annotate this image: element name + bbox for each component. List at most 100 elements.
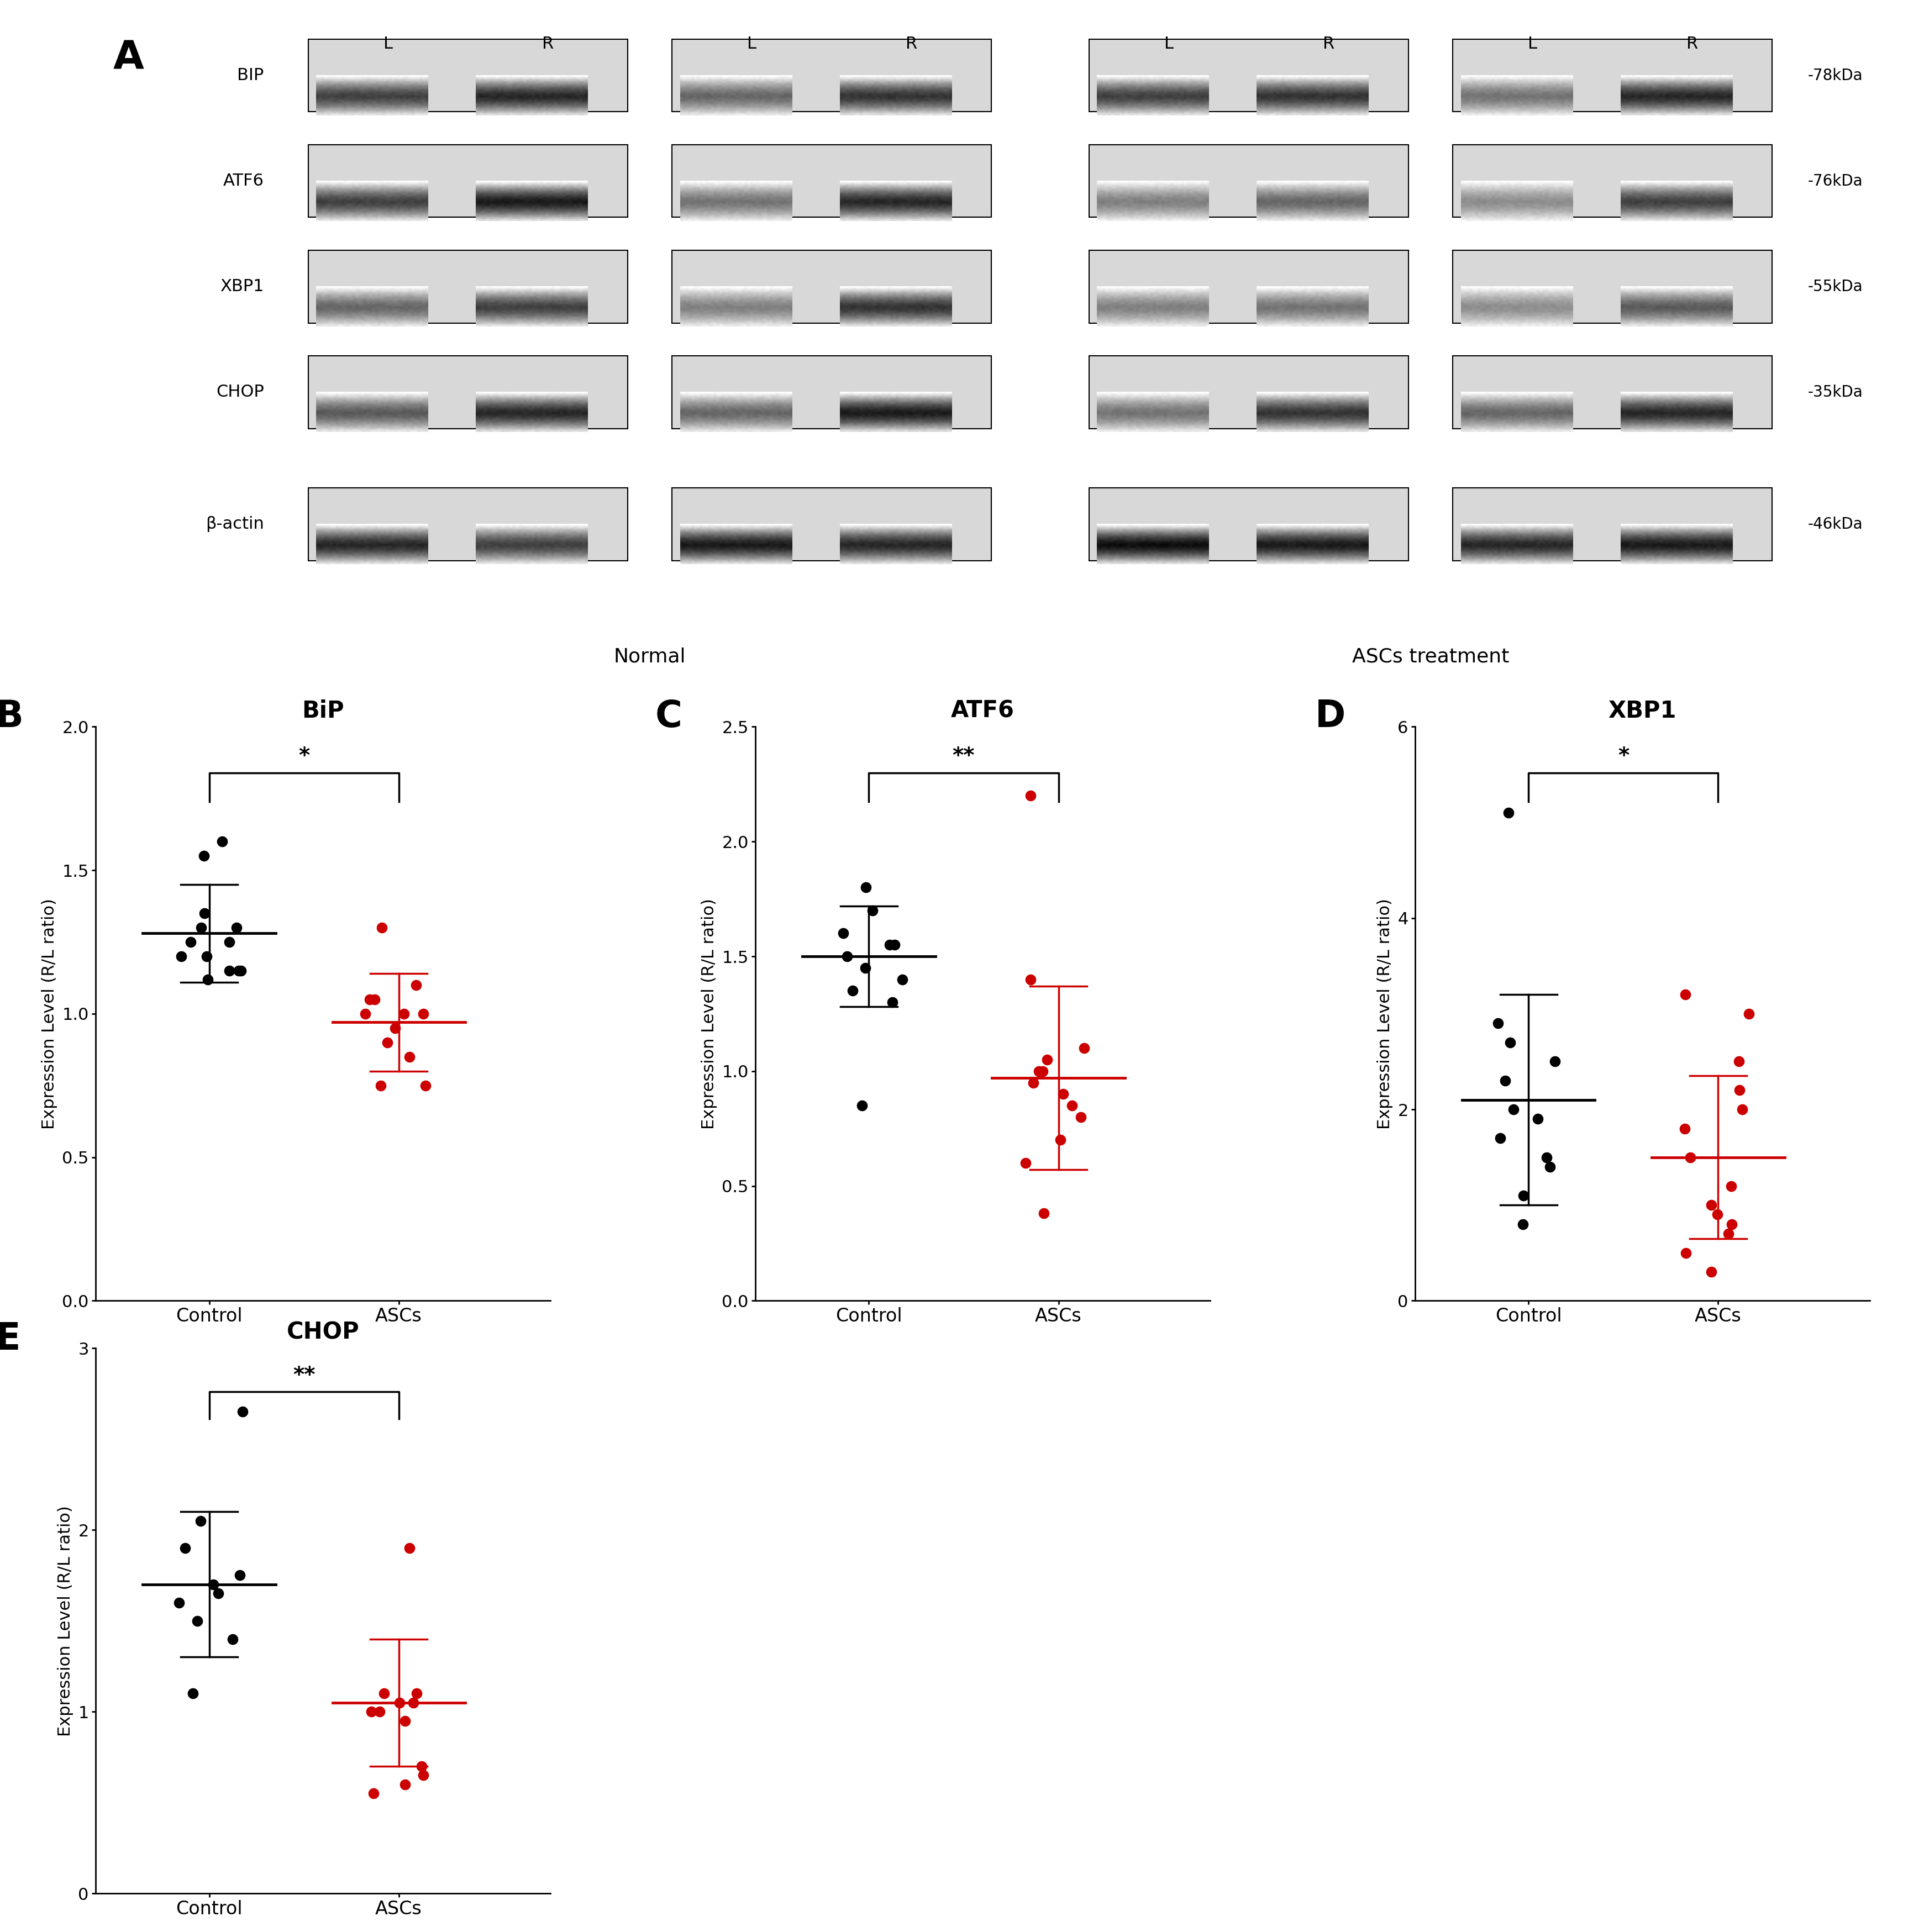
Point: [1032, 1043, 1063, 1074]
Text: R: R: [542, 37, 553, 52]
Point: [193, 964, 223, 995]
Text: L: L: [748, 37, 757, 52]
Point: [832, 941, 862, 972]
Point: [395, 1041, 425, 1072]
Point: [1671, 1236, 1702, 1267]
Point: [221, 912, 252, 943]
Text: -46kDa: -46kDa: [1807, 516, 1862, 531]
Point: [1715, 1171, 1746, 1202]
Text: -76kDa: -76kDa: [1807, 174, 1862, 189]
Point: [1490, 1065, 1521, 1095]
Bar: [1089, 251, 1408, 323]
Text: -78kDa: -78kDa: [1807, 68, 1862, 83]
Point: [191, 941, 221, 972]
Text: A: A: [113, 39, 143, 77]
Point: [176, 927, 206, 958]
Point: [223, 954, 254, 985]
Point: [1523, 1103, 1553, 1134]
Bar: [1452, 489, 1773, 560]
Point: [1725, 1074, 1755, 1105]
Text: CHOP: CHOP: [216, 384, 263, 400]
Point: [1507, 1180, 1538, 1211]
Text: Normal: Normal: [614, 647, 687, 667]
Point: [1713, 1219, 1744, 1250]
Point: [1494, 798, 1524, 829]
Point: [1670, 1113, 1700, 1144]
Point: [359, 983, 389, 1014]
Text: R: R: [1687, 37, 1698, 52]
Point: [395, 1532, 425, 1563]
Point: [170, 1532, 200, 1563]
Point: [1725, 1045, 1755, 1076]
Point: [389, 1706, 420, 1737]
Point: [849, 952, 880, 983]
Point: [874, 929, 904, 960]
Bar: [672, 251, 992, 323]
Point: [166, 941, 197, 972]
Point: [1065, 1101, 1095, 1132]
Point: [1027, 1055, 1057, 1086]
Point: [1068, 1034, 1099, 1065]
Point: [1011, 1148, 1042, 1179]
Point: [1727, 1094, 1757, 1124]
Text: D: D: [1315, 697, 1345, 734]
Point: [1696, 1256, 1727, 1287]
Text: XBP1: XBP1: [219, 278, 263, 296]
Text: ASCs treatment: ASCs treatment: [1353, 647, 1509, 667]
Y-axis label: Expression Level (R/L ratio): Expression Level (R/L ratio): [42, 898, 57, 1128]
Point: [177, 1679, 208, 1710]
Point: [1702, 1200, 1732, 1231]
Point: [189, 840, 219, 871]
Point: [1015, 781, 1046, 811]
Point: [1532, 1142, 1563, 1173]
Point: [1675, 1142, 1706, 1173]
Text: ATF6: ATF6: [223, 174, 263, 189]
Point: [847, 1090, 878, 1121]
Text: B: B: [0, 697, 23, 734]
Point: [384, 1687, 414, 1718]
Point: [202, 1578, 233, 1609]
Point: [206, 827, 237, 858]
Point: [408, 1760, 439, 1791]
Point: [1540, 1045, 1570, 1076]
Text: E: E: [0, 1321, 21, 1358]
Point: [1507, 1209, 1538, 1240]
Text: *: *: [1618, 746, 1629, 767]
Point: [878, 987, 908, 1018]
Bar: [672, 39, 992, 112]
Bar: [1089, 489, 1408, 560]
Text: -35kDa: -35kDa: [1807, 384, 1862, 400]
Point: [189, 898, 219, 929]
Text: **: **: [952, 746, 975, 767]
Point: [214, 927, 244, 958]
Text: C: C: [654, 697, 681, 734]
Point: [1494, 1028, 1524, 1059]
Point: [185, 1505, 216, 1536]
Point: [1047, 1078, 1078, 1109]
Point: [399, 1687, 429, 1718]
Point: [410, 1070, 441, 1101]
Point: [887, 964, 918, 995]
Point: [1483, 1009, 1513, 1039]
Point: [838, 976, 868, 1007]
Bar: [309, 145, 628, 216]
Bar: [1089, 355, 1408, 429]
Text: R: R: [1322, 37, 1334, 52]
Point: [828, 918, 859, 949]
Bar: [1452, 39, 1773, 112]
Point: [1023, 1055, 1053, 1086]
Bar: [672, 145, 992, 216]
Bar: [672, 355, 992, 429]
Bar: [672, 489, 992, 560]
Text: *: *: [298, 746, 309, 767]
Point: [368, 1679, 399, 1710]
Y-axis label: Expression Level (R/L ratio): Expression Level (R/L ratio): [1378, 898, 1393, 1128]
Point: [355, 1696, 385, 1727]
Point: [1717, 1209, 1748, 1240]
Point: [351, 999, 382, 1030]
Bar: [1452, 355, 1773, 429]
Point: [389, 1770, 420, 1801]
Point: [406, 1750, 437, 1781]
Point: [1046, 1124, 1076, 1155]
Text: -55kDa: -55kDa: [1807, 278, 1862, 294]
